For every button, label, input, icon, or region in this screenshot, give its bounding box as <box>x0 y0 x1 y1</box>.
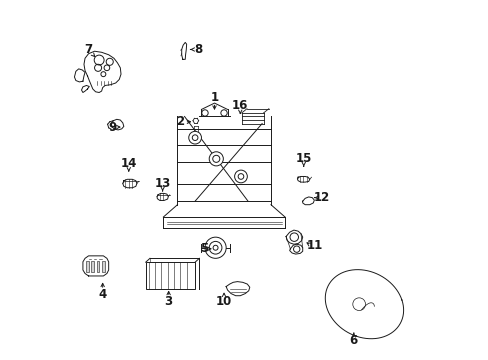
Circle shape <box>188 131 201 144</box>
Text: 8: 8 <box>193 43 202 56</box>
Text: 16: 16 <box>232 99 248 112</box>
Text: 1: 1 <box>210 91 218 104</box>
Text: 5: 5 <box>200 242 207 255</box>
Text: 2: 2 <box>176 115 184 128</box>
Text: 10: 10 <box>216 295 232 308</box>
Text: 12: 12 <box>313 191 329 204</box>
Text: 11: 11 <box>306 239 323 252</box>
Text: 3: 3 <box>164 295 172 308</box>
Circle shape <box>204 237 225 258</box>
Text: 9: 9 <box>108 121 116 134</box>
Text: 14: 14 <box>121 157 137 170</box>
Text: 13: 13 <box>154 177 170 190</box>
Text: 15: 15 <box>295 152 311 165</box>
Text: 4: 4 <box>99 288 106 301</box>
Bar <box>86 261 89 272</box>
Bar <box>145 262 195 289</box>
Circle shape <box>209 152 223 166</box>
Bar <box>102 261 104 272</box>
Bar <box>97 261 99 272</box>
Circle shape <box>234 170 247 183</box>
Bar <box>91 261 94 272</box>
Text: 7: 7 <box>84 43 92 56</box>
Text: 6: 6 <box>349 334 357 347</box>
